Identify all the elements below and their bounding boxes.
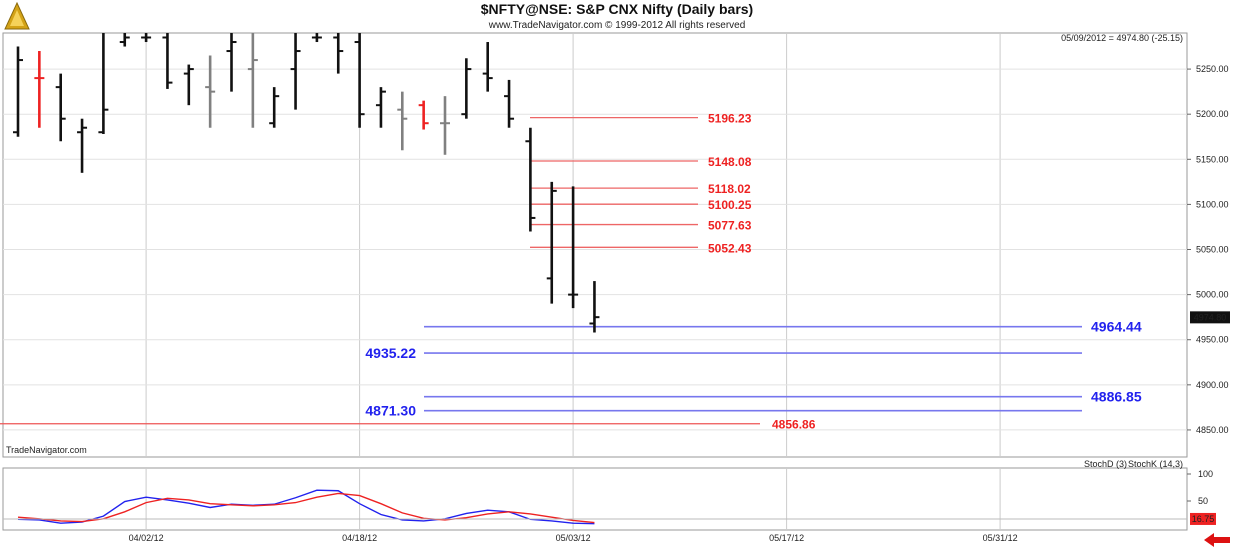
ohlc-bar [375, 87, 386, 128]
price-level-label: 4856.86 [772, 418, 816, 432]
watermark-text: TradeNavigator.com [6, 445, 87, 455]
legend-stochd: StochD (3) [1084, 459, 1127, 469]
ohlc-bar [226, 33, 237, 92]
stoch-value-box [1190, 512, 1216, 525]
ohlc-bar [98, 33, 109, 135]
oscillator-panel [2, 467, 1188, 531]
y-tick-label: 4850.00 [1196, 425, 1229, 435]
x-tick-label: 05/03/12 [556, 533, 591, 543]
last-price-box [1190, 311, 1230, 324]
price-level-label: 4886.85 [1091, 389, 1142, 405]
y-tick-label: 5050.00 [1196, 245, 1229, 255]
ohlc-bar [568, 186, 579, 309]
ohlc-bar [461, 58, 472, 119]
copyright-text: www.TradeNavigator.com © 1999-2012 All r… [488, 20, 746, 31]
ohlc-bar [504, 79, 515, 128]
ohlc-bar [183, 64, 194, 106]
y-tick-label: 5250.00 [1196, 64, 1229, 74]
ohlc-bar [77, 118, 88, 173]
x-tick-label: 04/02/12 [129, 533, 164, 543]
price-level-label: 5118.02 [708, 182, 751, 196]
stochk-line [17, 489, 595, 525]
y-tick-label: 5100.00 [1196, 199, 1229, 209]
ohlc-bar [440, 96, 450, 155]
ohlc-bar [13, 46, 23, 137]
ohlc-bar [34, 51, 45, 128]
y-tick-label: 4950.00 [1196, 335, 1229, 345]
ohlc-bar [119, 33, 130, 47]
ohlc-bar [546, 181, 557, 304]
y-tick-label: 4900.00 [1196, 380, 1229, 390]
ohlc-bar [418, 100, 429, 130]
tradenavigator-logo-icon [4, 1, 30, 30]
ohlc-bar [269, 87, 280, 128]
stochd-line [17, 492, 595, 524]
price-level-label: 4935.22 [365, 345, 416, 361]
scroll-left-arrow-icon [1204, 533, 1230, 547]
price-level-label: 5196.23 [708, 112, 752, 126]
legend-stochk: StochK (14,3) [1128, 459, 1183, 469]
ohlc-bar [354, 33, 365, 128]
osc-y-tick-label: 50 [1198, 496, 1208, 506]
x-tick-label: 05/31/12 [983, 533, 1018, 543]
ohlc-bar [525, 127, 536, 232]
last-price-label: 4974.80 [1194, 312, 1227, 322]
ohlc-bar [311, 33, 322, 43]
ohlc-bar [482, 42, 493, 92]
ohlc-bar [589, 281, 600, 333]
ohlc-bar [397, 91, 408, 151]
price-panel [2, 32, 1188, 458]
osc-y-tick-label: 100 [1198, 469, 1213, 479]
x-tick-label: 04/18/12 [342, 533, 377, 543]
ohlc-bar [141, 33, 152, 43]
ohlc-bar [247, 33, 258, 128]
x-tick-label: 05/17/12 [769, 533, 804, 543]
stoch-value-label: 16.75 [1192, 514, 1215, 524]
ohlc-bar [290, 33, 301, 110]
ohlc-bar [333, 33, 344, 74]
price-level-label: 4964.44 [1091, 319, 1142, 335]
status-readout: 05/09/2012 = 4974.80 (-25.15) [1061, 33, 1183, 43]
price-level-label: 5052.43 [708, 241, 752, 255]
ohlc-bar [162, 33, 173, 89]
y-tick-label: 5000.00 [1196, 290, 1229, 300]
y-tick-label: 5150.00 [1196, 154, 1229, 164]
y-tick-label: 5200.00 [1196, 109, 1229, 119]
price-level-label: 5077.63 [708, 219, 752, 233]
chart-title: $NFTY@NSE: S&P CNX Nifty (Daily bars) [480, 1, 754, 17]
price-level-label: 5148.08 [708, 155, 752, 169]
price-level-label: 5100.25 [708, 198, 752, 212]
ohlc-bar [205, 55, 216, 128]
price-level-label: 4871.30 [365, 403, 416, 419]
ohlc-bar [55, 73, 66, 142]
